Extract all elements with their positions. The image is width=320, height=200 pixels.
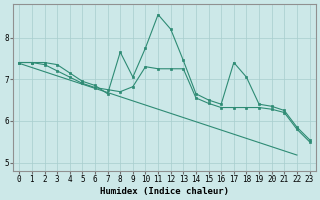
X-axis label: Humidex (Indice chaleur): Humidex (Indice chaleur) — [100, 187, 229, 196]
